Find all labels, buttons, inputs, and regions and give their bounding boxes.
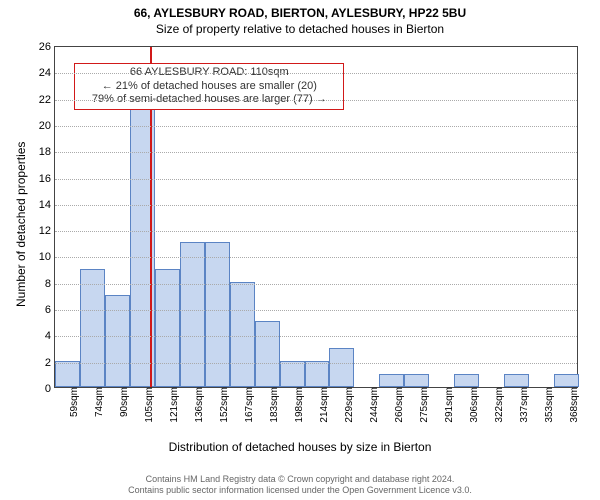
x-tick-label: 244sqm <box>367 387 380 423</box>
chart-container: 66, AYLESBURY ROAD, BIERTON, AYLESBURY, … <box>0 0 600 500</box>
x-tick-label: 121sqm <box>167 387 180 423</box>
y-tick-label: 14 <box>39 199 55 211</box>
y-tick-label: 6 <box>45 304 55 316</box>
grid-line <box>55 284 577 285</box>
histogram-bar <box>404 374 429 387</box>
plot-area: 66 AYLESBURY ROAD: 110sqm← 21% of detach… <box>54 46 578 388</box>
x-tick-label: 291sqm <box>442 387 455 423</box>
x-tick-label: 260sqm <box>392 387 405 423</box>
footer-line: Contains public sector information licen… <box>0 485 600 496</box>
x-tick-label: 214sqm <box>317 387 330 423</box>
histogram-bar <box>280 361 305 387</box>
x-tick-label: 275sqm <box>417 387 430 423</box>
histogram-bar <box>305 361 330 387</box>
x-tick-label: 306sqm <box>467 387 480 423</box>
histogram-bar <box>80 269 105 387</box>
info-box-line: ← 21% of detached houses are smaller (20… <box>79 80 339 94</box>
y-tick-label: 24 <box>39 67 55 79</box>
grid-line <box>55 363 577 364</box>
x-tick-label: 198sqm <box>292 387 305 423</box>
x-axis-label: Distribution of detached houses by size … <box>0 440 600 454</box>
y-tick-label: 18 <box>39 146 55 158</box>
x-tick-label: 152sqm <box>217 387 230 423</box>
grid-line <box>55 257 577 258</box>
histogram-bar <box>329 348 354 387</box>
x-tick-label: 353sqm <box>542 387 555 423</box>
histogram-bar <box>205 242 230 387</box>
reference-info-box: 66 AYLESBURY ROAD: 110sqm← 21% of detach… <box>74 63 344 110</box>
grid-line <box>55 126 577 127</box>
y-tick-label: 0 <box>45 383 55 395</box>
grid-line <box>55 100 577 101</box>
y-tick-label: 10 <box>39 251 55 263</box>
grid-line <box>55 152 577 153</box>
x-tick-label: 322sqm <box>492 387 505 423</box>
x-tick-label: 183sqm <box>267 387 280 423</box>
x-tick-label: 337sqm <box>517 387 530 423</box>
x-tick-label: 90sqm <box>117 387 130 417</box>
x-tick-label: 136sqm <box>192 387 205 423</box>
attribution-footer: Contains HM Land Registry data © Crown c… <box>0 474 600 496</box>
histogram-bar <box>554 374 579 387</box>
y-tick-label: 26 <box>39 41 55 53</box>
y-tick-label: 20 <box>39 120 55 132</box>
x-tick-label: 368sqm <box>567 387 580 423</box>
histogram-bar <box>454 374 479 387</box>
grid-line <box>55 336 577 337</box>
chart-title: 66, AYLESBURY ROAD, BIERTON, AYLESBURY, … <box>0 6 600 20</box>
x-tick-label: 105sqm <box>142 387 155 423</box>
x-tick-label: 74sqm <box>92 387 105 417</box>
y-tick-label: 4 <box>45 330 55 342</box>
histogram-bar <box>105 295 130 387</box>
chart-subtitle: Size of property relative to detached ho… <box>0 22 600 36</box>
y-tick-label: 12 <box>39 225 55 237</box>
y-tick-label: 22 <box>39 94 55 106</box>
x-tick-label: 167sqm <box>242 387 255 423</box>
histogram-bar <box>55 361 80 387</box>
x-tick-label: 59sqm <box>67 387 80 417</box>
y-axis-label: Number of detached properties <box>14 142 28 307</box>
grid-line <box>55 205 577 206</box>
y-tick-label: 16 <box>39 173 55 185</box>
grid-line <box>55 73 577 74</box>
histogram-bar <box>230 282 255 387</box>
histogram-bar <box>255 321 280 387</box>
histogram-bar <box>155 269 180 387</box>
grid-line <box>55 231 577 232</box>
footer-line: Contains HM Land Registry data © Crown c… <box>0 474 600 485</box>
grid-line <box>55 310 577 311</box>
histogram-bar <box>180 242 205 387</box>
grid-line <box>55 179 577 180</box>
histogram-bar <box>379 374 404 387</box>
histogram-bar <box>504 374 529 387</box>
y-tick-label: 2 <box>45 357 55 369</box>
x-tick-label: 229sqm <box>342 387 355 423</box>
y-tick-label: 8 <box>45 278 55 290</box>
